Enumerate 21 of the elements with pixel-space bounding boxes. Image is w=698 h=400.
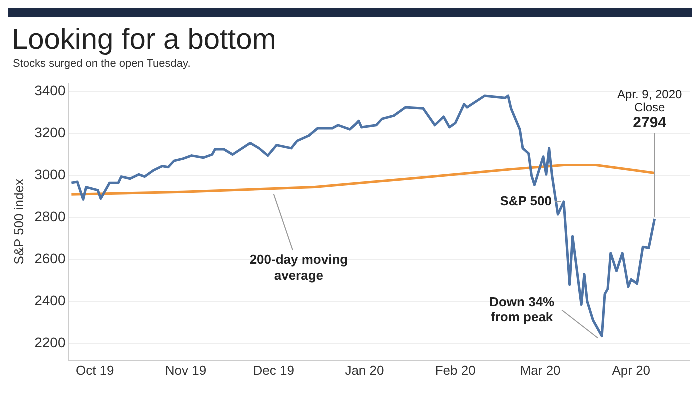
y-tick-label: 3200	[34, 124, 66, 141]
chart-subtitle: Stocks surged on the open Tuesday.	[13, 58, 191, 70]
annotation: Down 34% from peak	[490, 294, 556, 324]
x-tick-label: Apr 20	[612, 362, 651, 378]
x-tick-label: Nov 19	[165, 362, 207, 378]
y-tick-label: 2200	[34, 334, 66, 350]
y-tick-label: 3000	[34, 166, 66, 183]
x-tick-label: Feb 20	[435, 362, 476, 378]
y-tick-label: 2600	[34, 250, 66, 267]
x-tick-label: Jan 20	[345, 362, 384, 378]
y-tick-label: 3400	[34, 82, 66, 99]
y-axis-title: S&P 500 index	[11, 178, 26, 265]
text: 200-day moving average	[250, 252, 348, 283]
chart-title: Looking for a bottom	[12, 24, 276, 57]
y-tick-label: 2800	[34, 208, 66, 225]
x-tick-label: Oct 19	[76, 362, 114, 378]
series-label: S&P 500	[500, 194, 552, 209]
x-tick-label: Dec 19	[253, 362, 294, 378]
x-tick-label: Mar 20	[520, 362, 561, 378]
annotation: Apr. 9, 2020 Close 2794	[617, 87, 683, 132]
y-tick-label: 2400	[34, 292, 66, 308]
